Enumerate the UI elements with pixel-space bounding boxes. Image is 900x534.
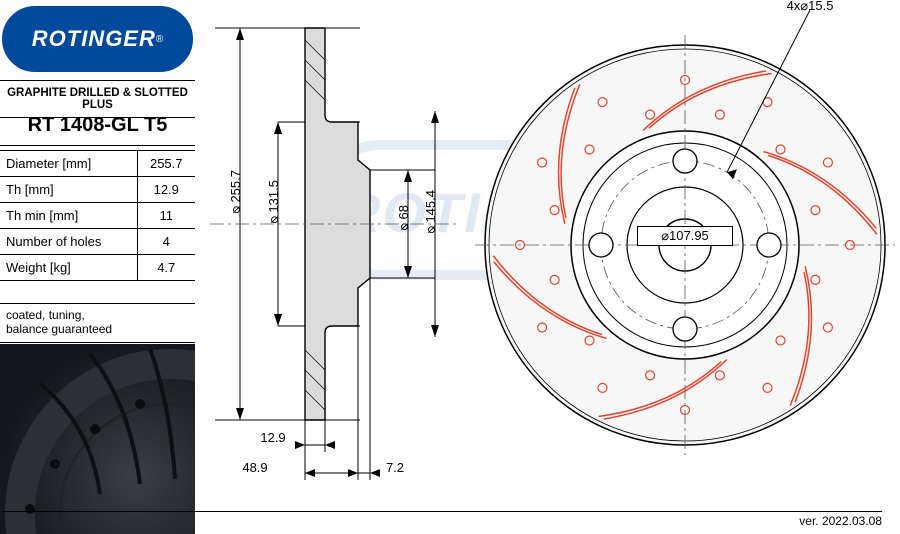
- dim-th: 12.9: [248, 430, 298, 445]
- dim-d3: ⌀68: [396, 205, 411, 234]
- table-row: Diameter [mm]255.7: [0, 151, 195, 177]
- table-row: Th [mm]12.9: [0, 177, 195, 203]
- dim-d4: ⌀145.4: [423, 190, 438, 238]
- product-photo: [0, 344, 195, 534]
- brand-logo: ROTINGER ®: [0, 4, 195, 74]
- dim-d2: ⌀131.5: [266, 180, 281, 228]
- spec-value: 255.7: [137, 151, 195, 177]
- spec-label: Weight [kg]: [0, 255, 137, 281]
- spec-label: Number of holes: [0, 229, 137, 255]
- brand-text: ROTINGER: [32, 26, 156, 52]
- spec-value: 12.9: [137, 177, 195, 203]
- spec-value: 4: [137, 229, 195, 255]
- dim-hat: 7.2: [375, 460, 415, 475]
- spec-label: Th min [mm]: [0, 203, 137, 229]
- version-label: ver. 2022.03.08: [2, 511, 882, 528]
- dim-d1: ⌀255.7: [228, 170, 243, 218]
- spec-value: 4.7: [137, 255, 195, 281]
- spec-label: Th [mm]: [0, 177, 137, 203]
- dim-offset: 48.9: [230, 460, 280, 475]
- spec-table: Diameter [mm]255.7Th [mm]12.9Th min [mm]…: [0, 150, 195, 281]
- registered-mark: ®: [156, 34, 163, 45]
- spec-label: Diameter [mm]: [0, 151, 137, 177]
- spec-value: 11: [137, 203, 195, 229]
- bolt-label: 4x⌀15.5: [770, 0, 850, 14]
- face-view-drawing: 4x⌀15.5 ⌀107.95: [470, 0, 900, 500]
- table-row: Weight [kg]4.7: [0, 255, 195, 281]
- part-number: RT 1408-GL T5: [0, 106, 195, 146]
- table-row: Th min [mm]11: [0, 203, 195, 229]
- center-bore-label: ⌀107.95: [637, 226, 733, 246]
- note-text: coated, tuning,balance guaranteed: [0, 303, 195, 343]
- side-view-drawing: ⌀255.7 ⌀131.5 ⌀68 ⌀145.4 12.9 48.9 7.2: [210, 10, 460, 500]
- table-row: Number of holes4: [0, 229, 195, 255]
